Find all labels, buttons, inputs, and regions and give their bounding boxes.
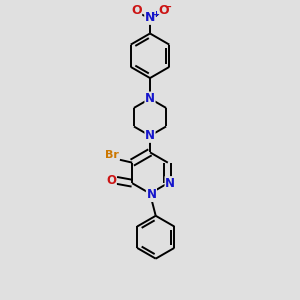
Text: N: N: [145, 129, 155, 142]
Text: O: O: [131, 4, 142, 17]
Text: O: O: [106, 174, 116, 187]
Text: +: +: [152, 10, 159, 19]
Text: N: N: [145, 11, 155, 24]
Text: O: O: [158, 4, 169, 17]
Text: Br: Br: [105, 150, 119, 160]
Text: −: −: [164, 2, 172, 12]
Text: N: N: [165, 177, 175, 190]
Text: N: N: [145, 92, 155, 105]
Text: N: N: [146, 188, 156, 201]
